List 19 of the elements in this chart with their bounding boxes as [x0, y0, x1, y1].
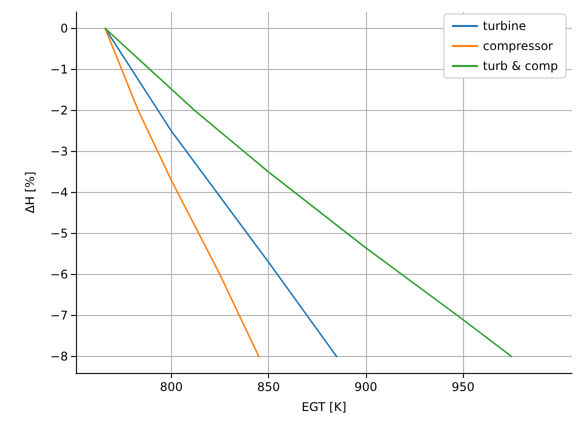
y-tick-label: −2: [50, 103, 68, 118]
legend-label: turbine: [482, 19, 526, 33]
y-tick-label: −8: [50, 350, 68, 364]
x-axis-title: EGT [K]: [302, 400, 346, 414]
y-tick-label: −6: [50, 268, 68, 282]
x-tick-label: 950: [452, 380, 475, 394]
y-tick-label: 0: [60, 21, 68, 36]
y-tick-label: −4: [50, 186, 68, 200]
x-tick-label: 800: [160, 380, 183, 394]
legend-label: turb & comp: [482, 59, 558, 73]
y-axis-title: ΔH [%]: [23, 172, 37, 214]
x-tick-label: 900: [354, 380, 378, 394]
y-tick-label: −3: [50, 144, 68, 158]
y-tick-label: −5: [50, 226, 68, 241]
y-tick-label: −7: [50, 308, 68, 323]
x-tick-label: 850: [257, 380, 280, 394]
y-tick-label: −1: [50, 62, 68, 76]
line-series: [104, 28, 260, 358]
legend-label: compressor: [482, 39, 554, 53]
